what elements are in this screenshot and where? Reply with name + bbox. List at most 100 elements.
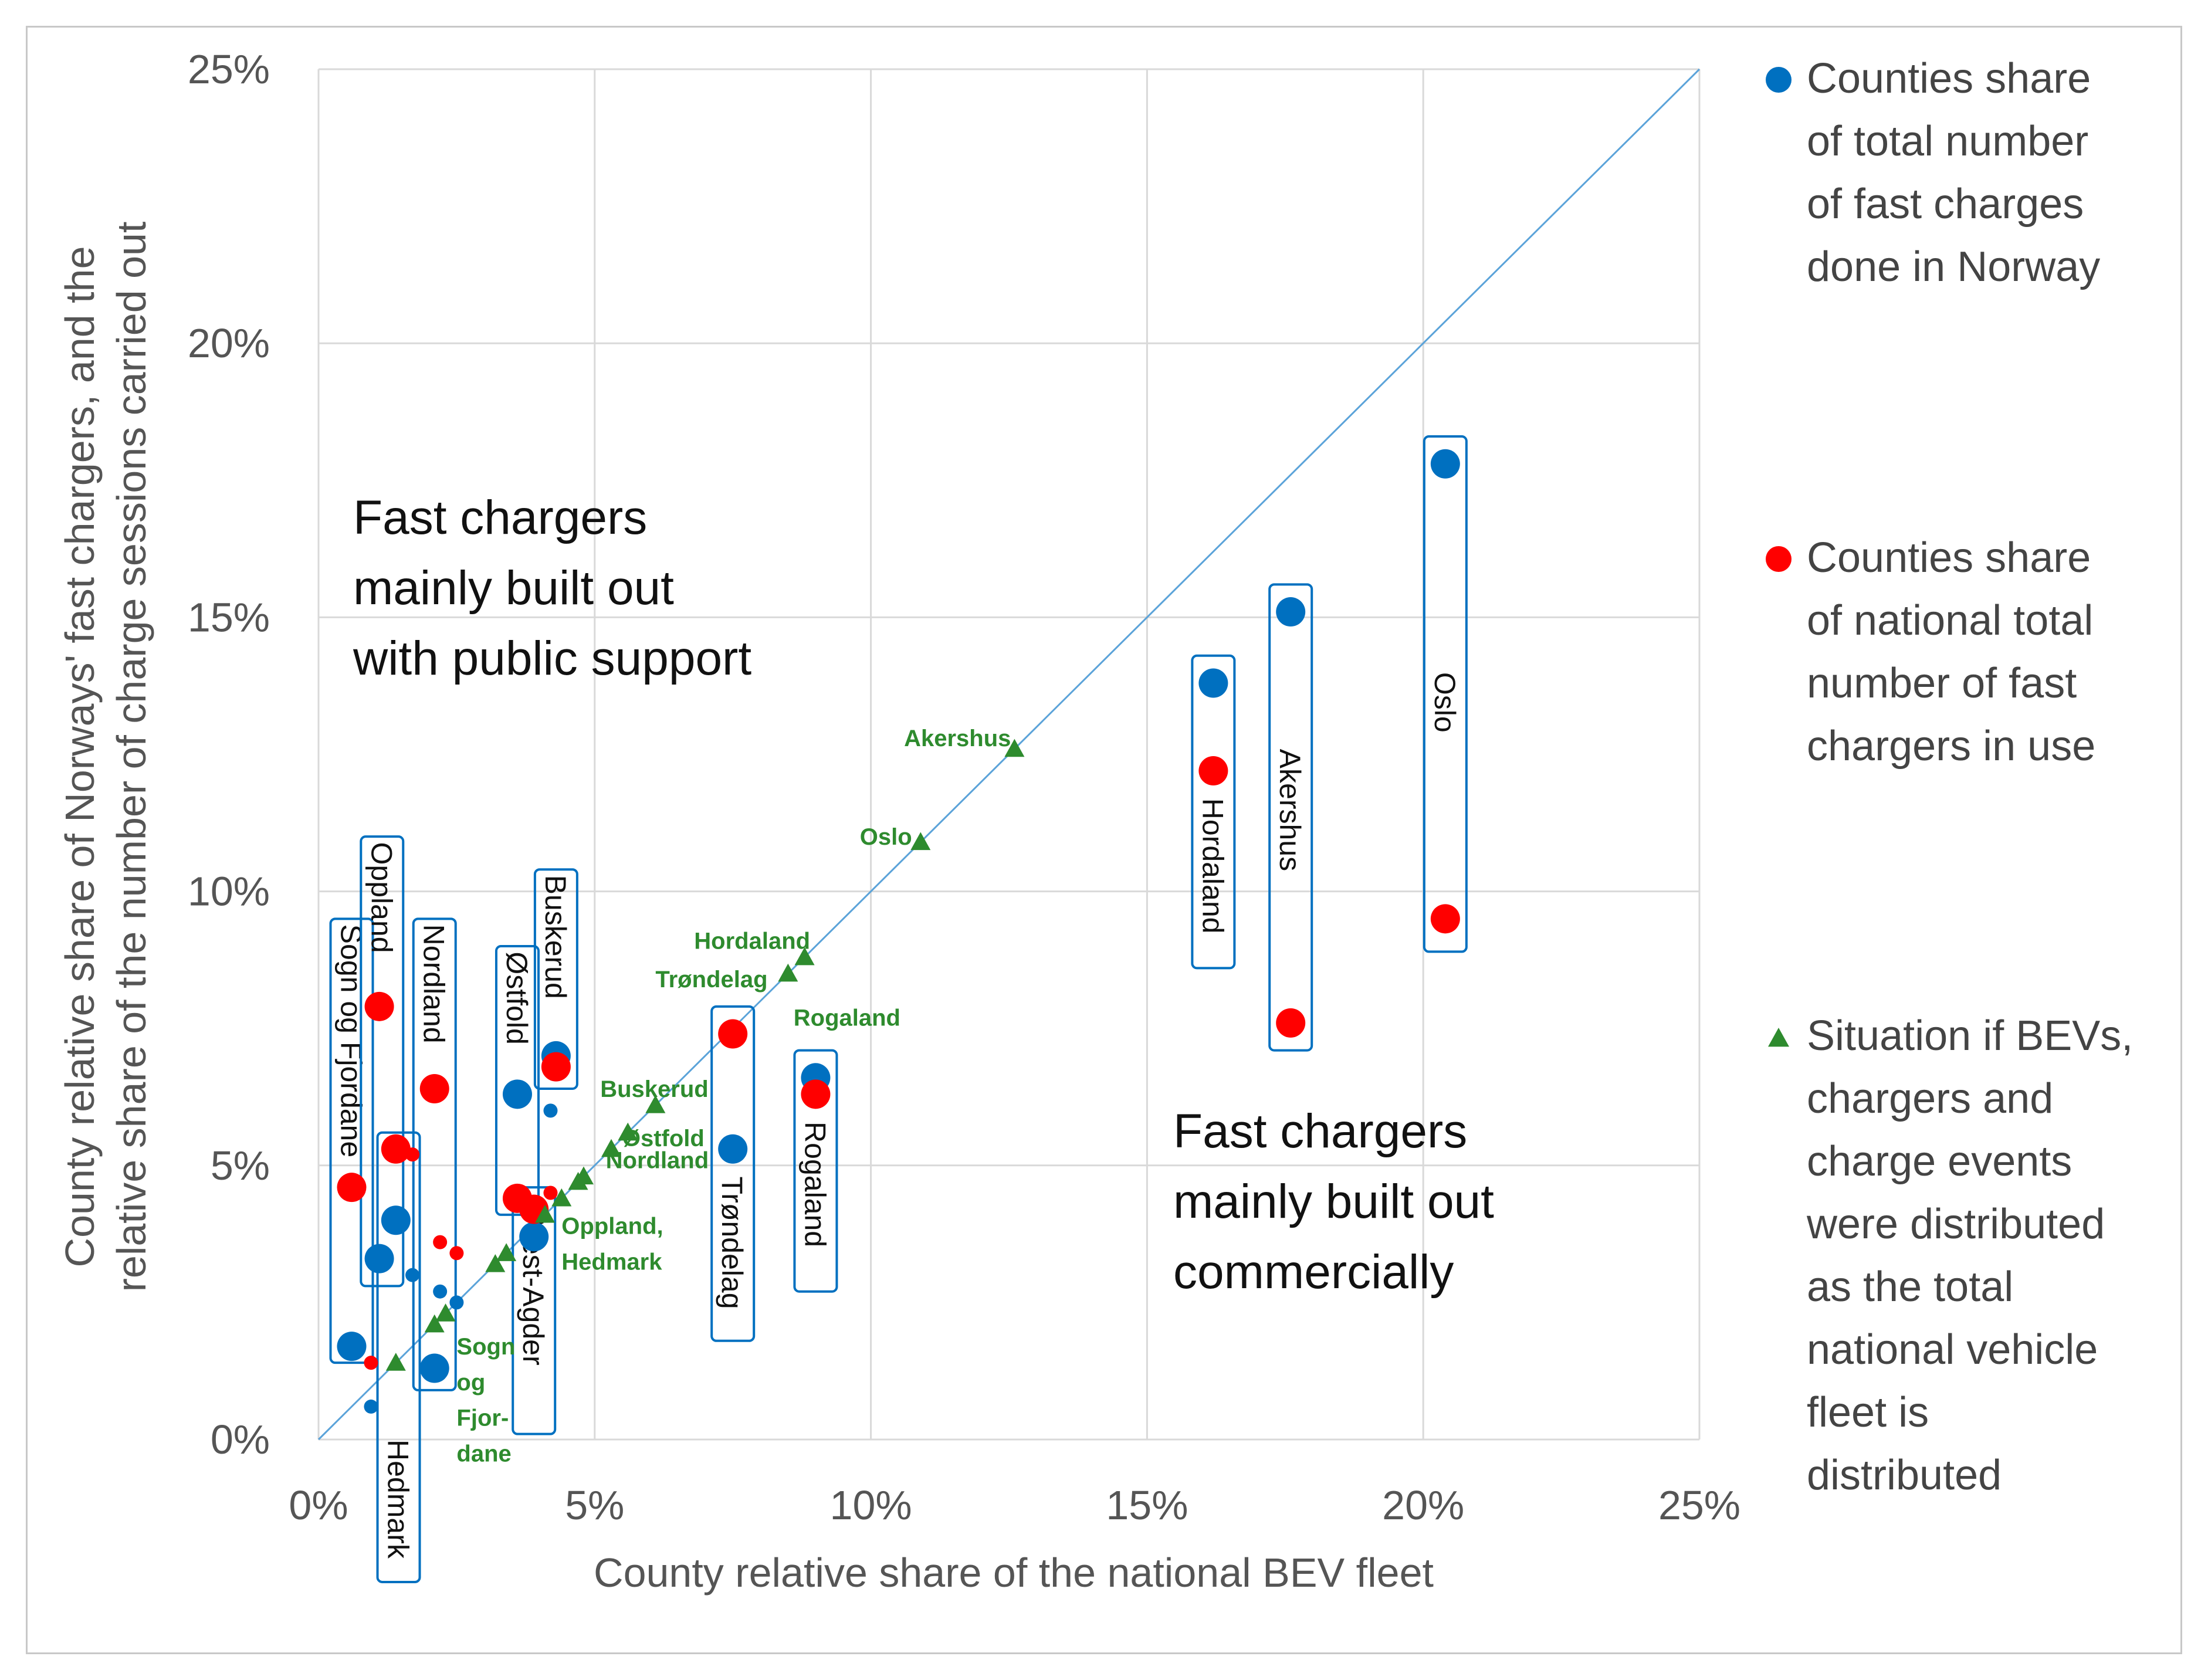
green-county-label: Akershus: [904, 726, 1011, 751]
green-triangle-point: [424, 1314, 445, 1333]
blue-circle-point: [519, 1222, 549, 1252]
red-circle-point: [1430, 904, 1460, 934]
y-axis-title-line-2: relative share of the number of charge s…: [109, 222, 154, 1292]
legend-text-line: Counties share: [1807, 55, 2091, 102]
county-box-label: Trøndelag: [716, 1176, 749, 1309]
y-tick-label: 0%: [211, 1417, 270, 1462]
green-county-label: Trøndelag: [655, 967, 767, 993]
data-points: [337, 449, 1460, 1414]
legend-text-line: done in Norway: [1807, 243, 2100, 290]
region-lower-line-1: Fast chargers: [1173, 1105, 1467, 1158]
blue-circle-point: [449, 1295, 464, 1310]
legend-item: Situation if BEVs, chargers and charge eve…: [1768, 1012, 2133, 1499]
region-upper-line-2: mainly built out: [353, 561, 674, 615]
legend-text-line: of national total: [1807, 597, 2093, 644]
green-county-label: Oppland,: [561, 1214, 663, 1239]
legend-text-line: national vehicle: [1807, 1326, 2098, 1373]
county-box-outline: [533, 868, 578, 1090]
region-upper-line-1: Fast chargers: [353, 491, 647, 544]
county-box: Buskerud: [533, 868, 578, 1090]
county-box: Trøndelag: [710, 1005, 756, 1342]
red-circle-point: [337, 1173, 367, 1203]
county-box-label: Østfold: [500, 951, 533, 1044]
blue-circle-point: [337, 1332, 367, 1361]
county-box-outline: [1423, 435, 1468, 953]
y-axis-title: County relative share of Norways' fast c…: [57, 222, 154, 1292]
y-tick-label: 15%: [188, 594, 270, 640]
green-triangle-point: [535, 1204, 556, 1223]
county-box-outline: [495, 945, 540, 1216]
county-box: Sogn og Fjordane: [329, 917, 374, 1364]
legend: Counties share of total number of fast cha…: [1766, 55, 2133, 1499]
green-triangle-point: [601, 1139, 622, 1157]
red-circle-point: [718, 1019, 748, 1049]
legend-text-line: of total number: [1807, 118, 2088, 165]
green-triangle-point: [618, 1122, 638, 1141]
county-box: Hordaland: [1191, 654, 1236, 970]
blue-circle-point: [1276, 597, 1306, 627]
county-box: Østfold: [495, 945, 540, 1216]
region-upper-line-3: with public support: [353, 632, 751, 685]
region-lower-line-3: commercially: [1173, 1245, 1454, 1299]
county-box-label: Rogaland: [798, 1122, 831, 1247]
green-triangle-point: [435, 1303, 456, 1322]
county-box: Oslo: [1423, 435, 1468, 953]
red-circle-point: [1198, 756, 1228, 786]
blue-circle-point: [543, 1103, 558, 1118]
x-tick-label: 25%: [1658, 1482, 1740, 1528]
red-circle-point: [801, 1079, 831, 1109]
county-box-label: Hedmark: [382, 1439, 415, 1559]
county-box: Akershus: [1268, 583, 1313, 1052]
y-tick-label: 10%: [188, 869, 270, 914]
blue-circle-point: [405, 1268, 420, 1282]
county-box-label: Hordaland: [1196, 798, 1229, 934]
green-county-label: Hordaland: [694, 929, 810, 954]
legend-text-line: chargers and: [1807, 1075, 2053, 1122]
red-circle-point: [543, 1186, 558, 1200]
county-box-label: Buskerud: [539, 875, 572, 999]
y-axis-title-line-1: County relative share of Norways' fast c…: [57, 246, 103, 1268]
legend-item: Counties share of national total number of…: [1766, 534, 2095, 770]
green-triangle-point: [645, 1095, 666, 1113]
blue-circle-point: [433, 1284, 448, 1299]
county-box-outline: [329, 917, 374, 1364]
county-box-label: Nordland: [418, 924, 451, 1044]
green-triangle-point: [573, 1166, 594, 1185]
green-county-label: Sogn: [456, 1334, 515, 1360]
legend-text-line: distributed: [1807, 1452, 2002, 1499]
county-box-outline: [710, 1005, 756, 1342]
county-box-outline: [376, 1131, 421, 1583]
red-circle-point: [364, 1356, 378, 1370]
green-county-label: Buskerud: [600, 1076, 709, 1102]
blue-circle-point: [1198, 668, 1228, 698]
legend-item: Counties share of total number of fast cha…: [1766, 55, 2100, 290]
y-tick-label: 20%: [188, 320, 270, 366]
county-box-label: Sogn og Fjordane: [334, 924, 367, 1158]
red-circle-point: [405, 1147, 420, 1162]
legend-text-line: number of fast: [1807, 660, 2077, 707]
green-triangle-point: [794, 947, 815, 966]
green-county-label: Østfold: [622, 1126, 705, 1151]
green-triangle-point: [910, 832, 931, 851]
x-tick-label: 5%: [565, 1482, 624, 1528]
green-county-label: dane: [456, 1441, 511, 1466]
legend-text-line: chargers in use: [1807, 723, 2095, 770]
legend-text-line: of fast charges: [1807, 181, 2084, 228]
county-box-outline: [360, 835, 405, 1288]
grid: [317, 68, 1701, 1441]
y-tick-label: 5%: [211, 1143, 270, 1188]
green-labels: Akershus Oslo Hordaland Trøndelag Rogaland Bu…: [456, 726, 1011, 1466]
region-label-lower: Fast chargers mainly built out commercia…: [1173, 1105, 1494, 1299]
legend-text-line: were distributed: [1806, 1201, 2105, 1248]
county-box: Hedmark: [376, 1131, 421, 1583]
legend-text-line: fleet is: [1807, 1389, 1929, 1436]
county-box-outline: [1268, 583, 1313, 1052]
chart-frame: [26, 26, 2182, 1654]
county-box: Oppland: [360, 835, 405, 1288]
legend-text-line: charge events: [1807, 1138, 2072, 1185]
region-lower-line-2: mainly built out: [1173, 1175, 1494, 1228]
blue-circle-point: [718, 1134, 748, 1164]
legend-blue-circle-icon: [1766, 67, 1792, 93]
